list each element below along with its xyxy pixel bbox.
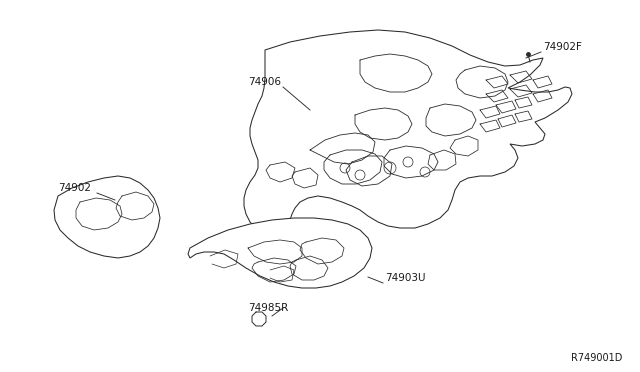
Text: 74902F: 74902F (543, 42, 582, 52)
Polygon shape (188, 218, 372, 288)
Polygon shape (244, 30, 572, 232)
Text: 74902: 74902 (58, 183, 91, 193)
Text: 74903U: 74903U (385, 273, 426, 283)
Text: 74985R: 74985R (248, 303, 288, 313)
Text: R749001D: R749001D (571, 353, 622, 363)
Text: 74906: 74906 (248, 77, 281, 87)
Polygon shape (54, 176, 160, 258)
